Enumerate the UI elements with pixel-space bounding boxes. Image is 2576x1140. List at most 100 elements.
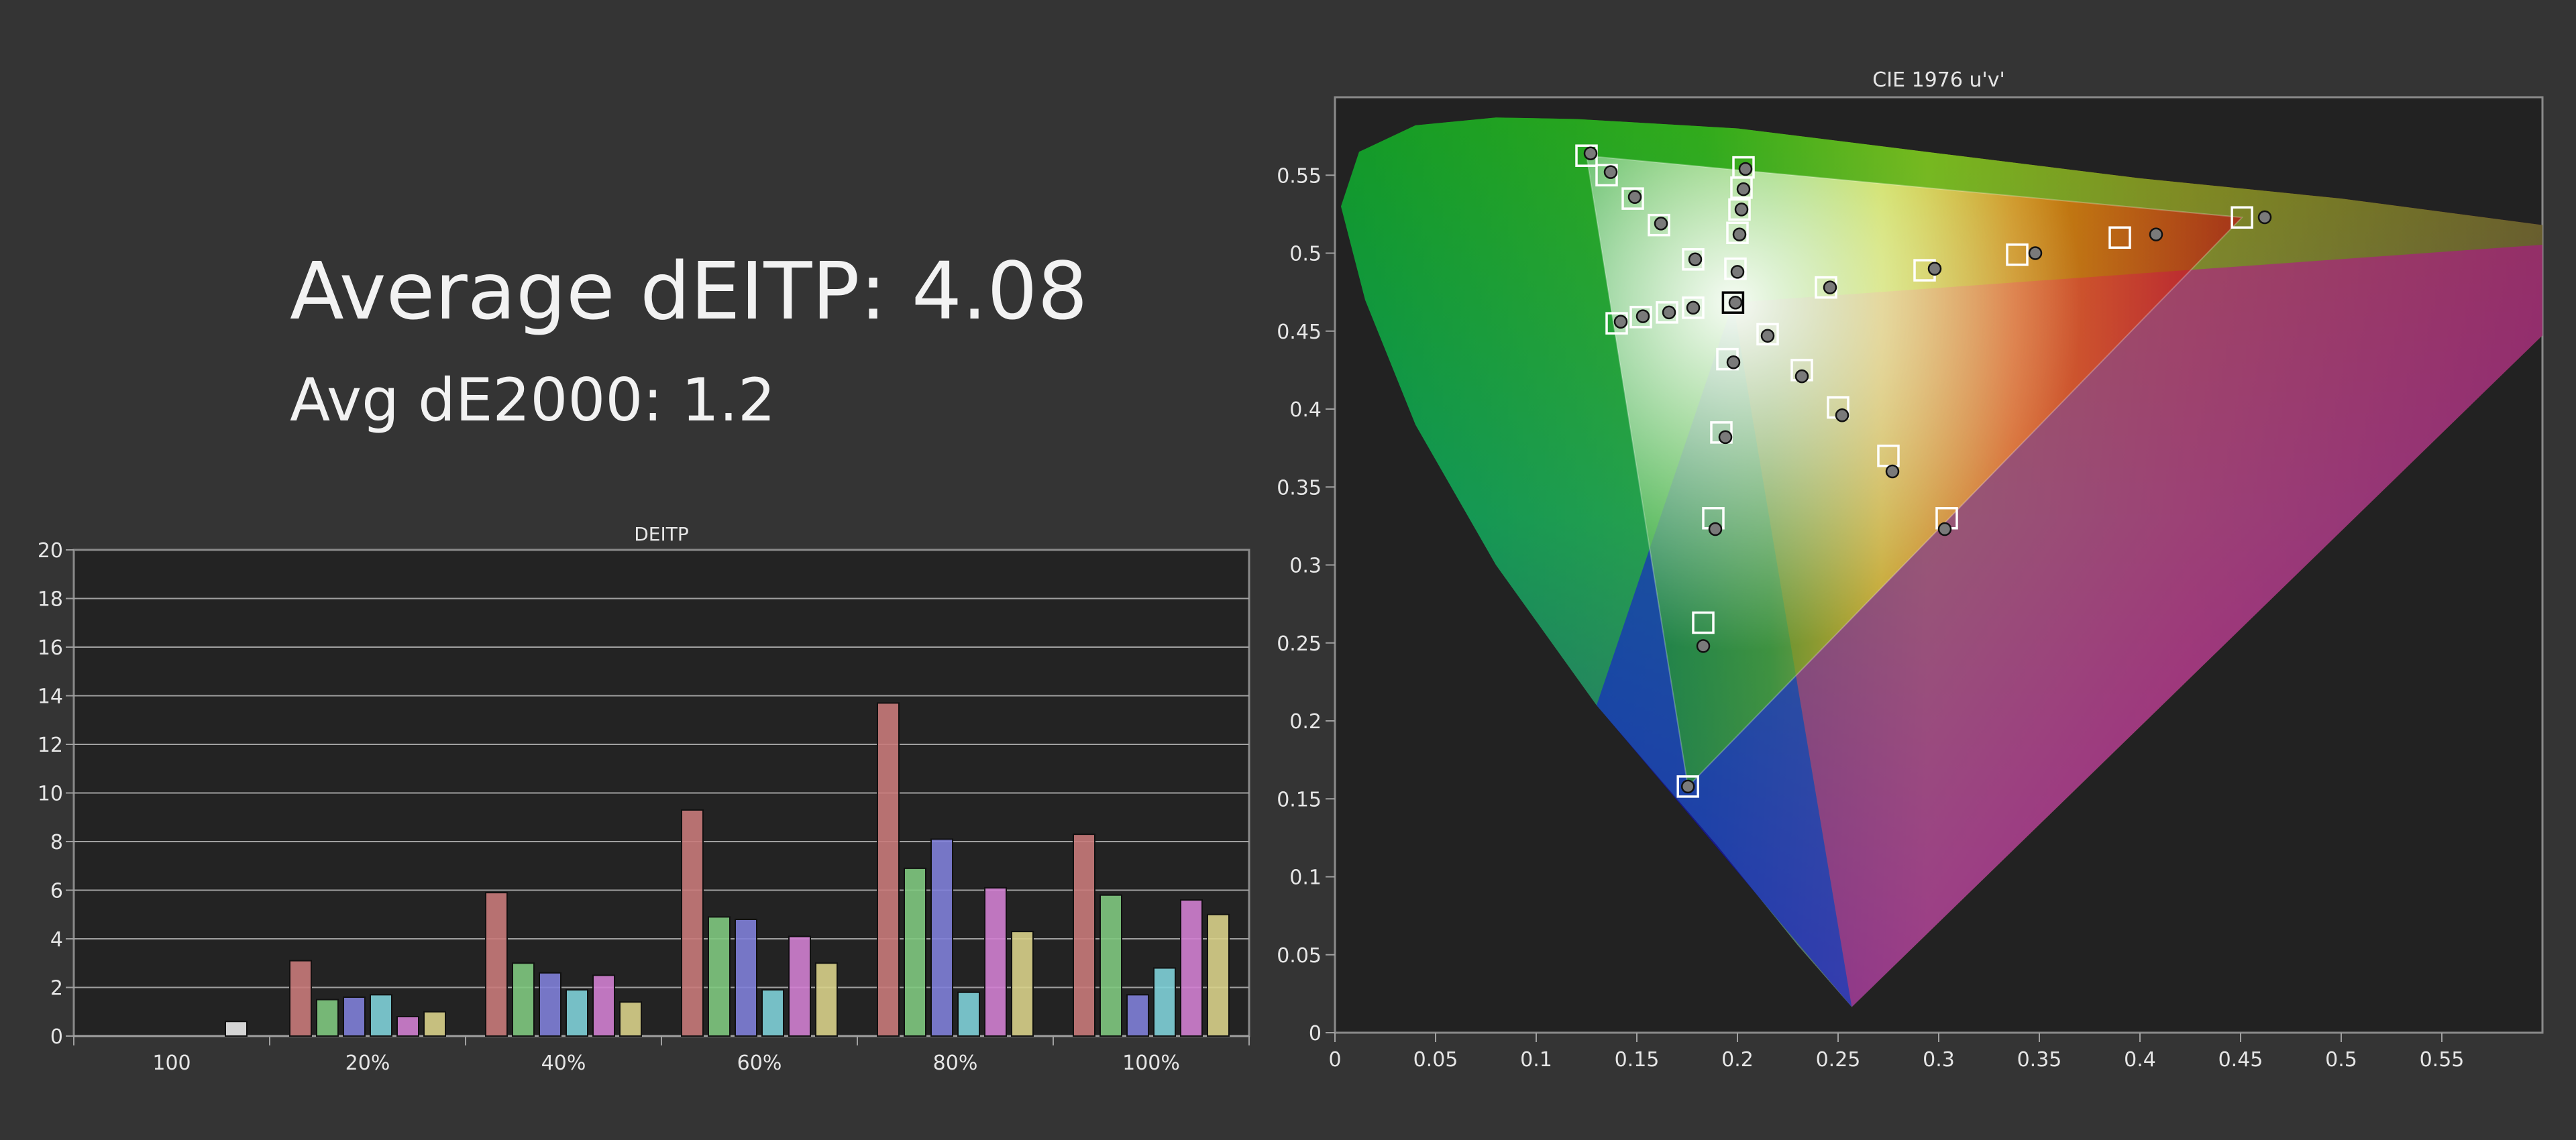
bar-y-tick-label: 2 [50, 977, 63, 1001]
cie-x-tick-label: 0.5 [2325, 1048, 2357, 1072]
measured-point [1718, 430, 1733, 445]
bar-x-tick-label: 80% [933, 1051, 978, 1075]
measured-point [1627, 190, 1642, 205]
gamut-triangle-outline [1585, 155, 2244, 789]
bar-y-tick-label: 4 [50, 928, 63, 952]
measured-point [1686, 300, 1701, 315]
gamut-triangle-glow [1587, 156, 2243, 787]
measured-point [1730, 265, 1745, 279]
bar [592, 974, 615, 1037]
cie-x-tick-label: 0.25 [1816, 1048, 1861, 1072]
bar [396, 1016, 419, 1037]
measured-point [1885, 464, 1900, 479]
cie-x-tick-label: 0.1 [1520, 1048, 1552, 1072]
measured-point [1708, 522, 1723, 536]
measured-point [1726, 355, 1741, 369]
bar-y-tick-label: 6 [50, 880, 63, 903]
target-square [1726, 221, 1749, 245]
bar [815, 962, 838, 1037]
measured-point [1680, 779, 1695, 794]
measured-point [1835, 408, 1849, 422]
target-square [1682, 296, 1705, 319]
target-square [1728, 198, 1751, 221]
bar-y-tick-label: 18 [38, 588, 63, 612]
measured-point [1654, 217, 1668, 231]
average-deitp-readout: Average dEITP: 4.08 [290, 245, 1088, 337]
bar-y-tick-label: 16 [38, 636, 63, 660]
cie-x-tick-label: 0.05 [1413, 1048, 1458, 1072]
measured-point [1734, 203, 1749, 217]
average-de2000-readout: Avg dE2000: 1.2 [290, 365, 775, 435]
measured-point [1728, 295, 1743, 310]
bar [423, 1011, 446, 1037]
bar [343, 996, 366, 1037]
bar-x-tick-label: 20% [345, 1051, 390, 1075]
bar-y-tick-label: 10 [38, 783, 63, 806]
cie-y-tick-label: 0.45 [1277, 321, 1322, 344]
cie-y-tick-label: 0.05 [1277, 944, 1322, 968]
cie-x-tick-label: 0.55 [2420, 1048, 2465, 1072]
bar [1099, 894, 1122, 1037]
measured-point [1738, 162, 1753, 176]
measured-point [1613, 315, 1628, 329]
cie-x-tick-label: 0.35 [2017, 1048, 2062, 1072]
bar [316, 999, 339, 1037]
bar [1011, 931, 1034, 1037]
bar [761, 989, 784, 1037]
cie-x-tick-label: 0.4 [2124, 1048, 2156, 1072]
measured-point [1583, 146, 1598, 160]
bar [957, 991, 980, 1037]
cie-y-tick-label: 0.4 [1289, 398, 1322, 422]
bar-chart-title: DEITP [634, 523, 689, 545]
bar [708, 916, 731, 1037]
bar [1207, 913, 1230, 1037]
bar-y-tick-label: 20 [38, 539, 63, 563]
measured-point [1662, 305, 1676, 320]
measured-point [1937, 522, 1952, 536]
target-square [1724, 258, 1747, 280]
cie-y-tick-label: 0.2 [1289, 710, 1322, 734]
bar-y-tick-label: 0 [50, 1025, 63, 1049]
bar-y-tick-label: 14 [38, 685, 63, 709]
bar-x-tick-label: 60% [737, 1051, 782, 1075]
measured-point [1696, 639, 1711, 653]
bar [539, 972, 561, 1037]
cie-y-tick-label: 0.5 [1289, 243, 1322, 266]
bar [1153, 967, 1176, 1037]
cie-diagram [1341, 117, 2542, 1007]
target-square [1648, 213, 1670, 237]
target-square [2231, 206, 2253, 229]
measured-point [2149, 227, 2163, 241]
target-square [2006, 243, 2029, 266]
bar-x-tick-label: 100 [152, 1051, 191, 1075]
cie-x-tick-label: 0 [1328, 1048, 1341, 1072]
bar [930, 838, 953, 1037]
target-square [1629, 306, 1652, 329]
bar [1073, 834, 1095, 1037]
target-square [1676, 775, 1699, 798]
bar-x-tick-label: 40% [541, 1051, 586, 1075]
cie-x-tick-label: 0.45 [2218, 1048, 2263, 1072]
target-square [1621, 187, 1644, 210]
bar [485, 892, 508, 1037]
measured-point [1927, 262, 1942, 276]
measured-point [1823, 280, 1837, 294]
measured-point [1688, 252, 1703, 267]
measured-point [1603, 165, 1618, 179]
bar [619, 1001, 642, 1037]
bar [566, 989, 588, 1037]
bar [984, 887, 1007, 1037]
target-square [2108, 226, 2131, 249]
cie-y-tick-label: 0.1 [1289, 866, 1322, 890]
cie-y-tick-label: 0.55 [1277, 164, 1322, 188]
cie-y-tick-label: 0.25 [1277, 632, 1322, 656]
cie-x-tick-label: 0.2 [1721, 1048, 1754, 1072]
bar [681, 809, 704, 1037]
bar [735, 919, 757, 1037]
cie-y-tick-label: 0.15 [1277, 788, 1322, 811]
measured-point [1736, 182, 1751, 196]
bar [225, 1021, 248, 1037]
target-square [1756, 323, 1779, 346]
measured-point [1635, 309, 1650, 323]
